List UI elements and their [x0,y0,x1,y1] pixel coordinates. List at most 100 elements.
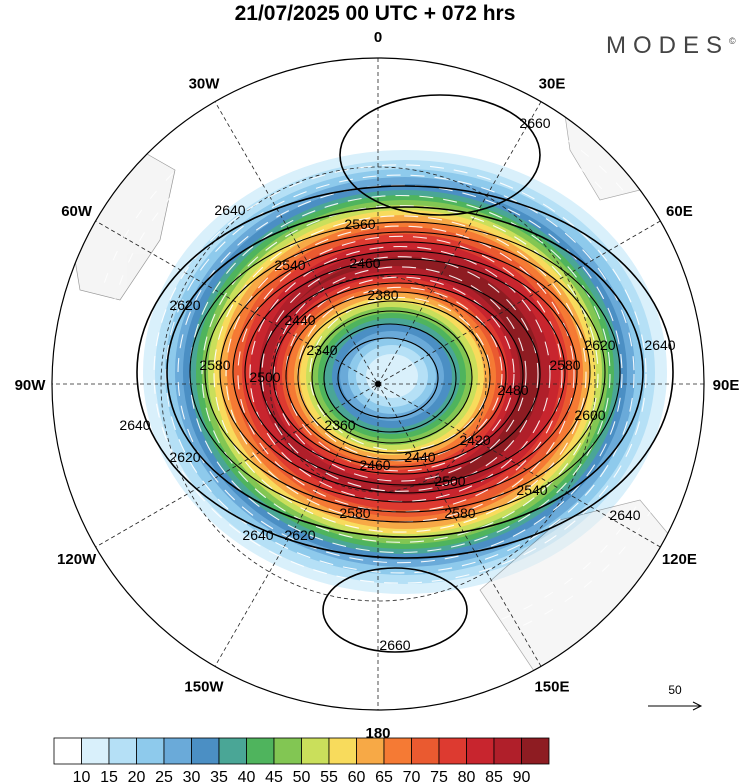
colorbar-label: 10 [73,769,91,782]
colorbar-label: 50 [293,769,311,782]
geopotential-contour [322,567,468,653]
longitude-label: 120E [662,551,697,568]
streamline [285,276,515,472]
contour-label: 2640 [214,202,245,218]
geopotential-contour [166,206,644,538]
contour-label: 2580 [444,505,475,521]
colorbar-label: 45 [265,769,283,782]
colorbar: 10 15 20 25 30 35 40 45 50 55 60 65 70 75 80 85 90 [53,737,550,782]
map-border [51,57,705,711]
brand-text: MODES [606,32,730,59]
contour-label: 2560 [344,216,375,232]
longitude-label: 0 [374,29,382,46]
colorbar-swatch [383,737,412,765]
colorbar-label: 70 [403,769,421,782]
colorbar-swatch [301,737,330,765]
geopotential-contour [297,300,491,454]
colorbar-swatch [218,737,247,765]
colorbar-swatch [493,737,522,765]
contour-label: 2440 [404,449,435,465]
contour-label: 2640 [644,337,675,353]
contour-label: 2620 [169,297,200,313]
colorbar-swatch [521,737,550,765]
colorbar-swatch [466,737,495,765]
longitude-label: 30E [539,76,566,93]
colorbar-swatch [163,737,192,765]
colorbar-label: 55 [320,769,338,782]
contour-label: 2620 [284,527,315,543]
colorbar-swatch [108,737,137,765]
colorbar-label: 20 [128,769,146,782]
colorbar-label: 15 [100,769,118,782]
colorbar-swatch [136,737,165,765]
contour-label: 2600 [574,407,605,423]
colorbar-label: 60 [348,769,366,782]
wind-reference-label: 50 [668,683,682,697]
longitude-label: 60E [666,203,693,220]
wind-reference: 50 [648,683,703,711]
arrow-right-icon [648,701,703,711]
longitude-label: 150E [534,678,569,695]
contour-label: 2440 [284,312,315,328]
longitude-label: 90E [713,377,740,394]
contour-label: 2540 [516,482,547,498]
contour-label: 2660 [379,637,410,653]
contour-label: 2580 [199,357,230,373]
colorbar-label: 40 [238,769,256,782]
contour-label: 2640 [609,507,640,523]
streamline [104,98,676,642]
contour-label: 2620 [169,449,200,465]
streamline [153,164,647,584]
geopotential-contour [189,221,621,523]
contour-label: 2340 [306,342,337,358]
colorbar-label: 90 [513,769,531,782]
brand-mark: © [729,36,736,46]
geopotential-contour [323,323,457,433]
contour-label: 2640 [242,527,273,543]
contour-label: 2420 [459,432,490,448]
geopotential-contour [339,94,541,216]
colorbar-label: 75 [430,769,448,782]
contour-label: 2460 [359,457,390,473]
streamline [237,235,563,513]
longitude-label: 120W [57,551,97,568]
colorbar-label: 25 [155,769,173,782]
streamline [213,215,587,533]
contour-label: 2500 [249,369,280,385]
contour-label: 2480 [497,382,528,398]
colorbar-swatch [411,737,440,765]
colorbar-swatch [328,737,357,765]
contour-label: 2640 [119,417,150,433]
contour-label: 2620 [584,337,615,353]
streamline [165,174,635,574]
contour-label: 2580 [549,357,580,373]
modes-logo: MODES© [606,32,736,60]
colorbar-swatch [273,737,302,765]
contour-label: 2460 [349,255,380,271]
geopotential-contour [219,241,591,503]
south-pole-marker [375,381,381,387]
contour-label: 2580 [339,505,370,521]
colorbar-label: 80 [458,769,476,782]
geopotential-contours [136,94,674,653]
colorbar-label: 35 [210,769,228,782]
map-title: 21/07/2025 00 UTC + 072 hrs [234,2,516,25]
streamline [201,205,599,543]
longitude-label: 150W [184,678,224,695]
contour-label: 2540 [274,257,305,273]
colorbar-swatch [53,737,82,765]
geopotential-contour [232,250,578,494]
contour-label: 2360 [324,417,355,433]
geopotential-contour [272,282,524,468]
contour-label: 2660 [519,115,550,131]
streamline [261,256,539,492]
streamline [89,84,691,656]
colorbar-swatch [191,737,220,765]
longitude-label: 30W [189,76,221,93]
contour-label: 2380 [367,287,398,303]
colorbar-swatch [438,737,467,765]
colorbar-swatch [246,737,275,765]
colorbar-label: 85 [485,769,503,782]
